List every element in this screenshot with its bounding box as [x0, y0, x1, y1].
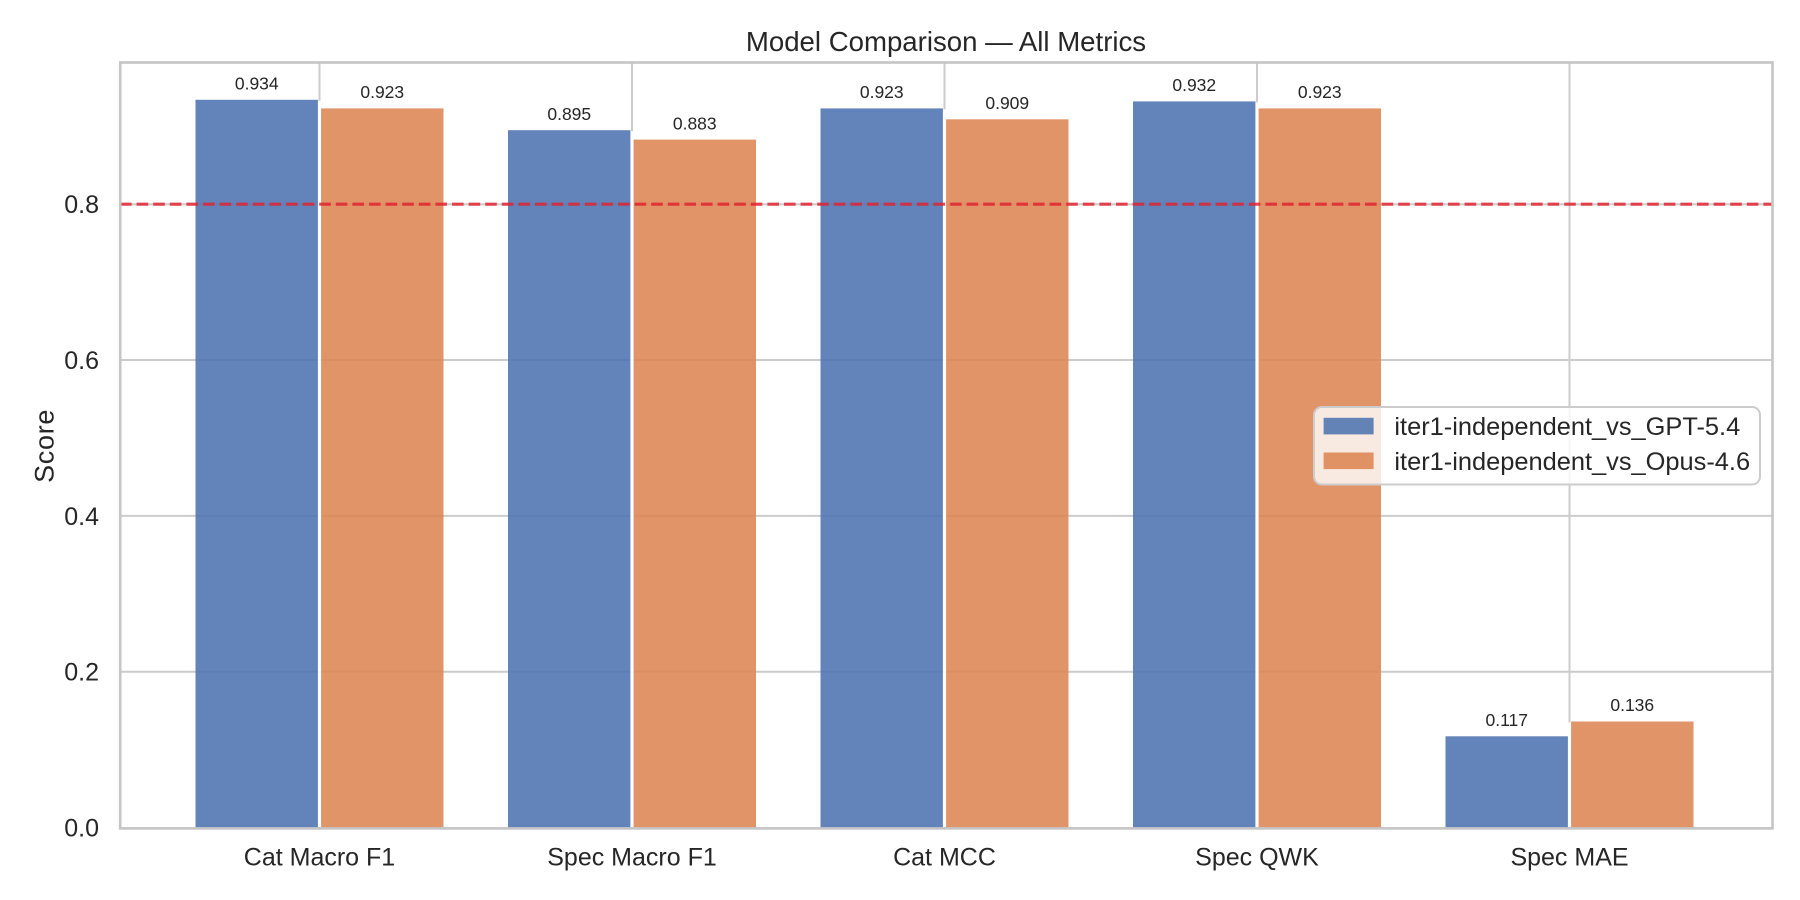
- svg-text:0.136: 0.136: [1610, 695, 1654, 715]
- svg-text:0.8: 0.8: [64, 191, 99, 219]
- svg-text:Spec MAE: Spec MAE: [1510, 844, 1628, 872]
- svg-text:iter1-independent_vs_GPT-5.4: iter1-independent_vs_GPT-5.4: [1394, 413, 1740, 441]
- svg-text:Cat MCC: Cat MCC: [893, 844, 996, 872]
- svg-text:Spec Macro F1: Spec Macro F1: [547, 844, 717, 872]
- svg-text:0.0: 0.0: [64, 815, 99, 843]
- svg-text:0.932: 0.932: [1172, 75, 1216, 95]
- svg-text:0.4: 0.4: [64, 503, 99, 531]
- svg-text:0.6: 0.6: [64, 347, 99, 375]
- svg-text:0.895: 0.895: [547, 104, 591, 124]
- svg-text:0.883: 0.883: [673, 113, 717, 133]
- svg-text:0.117: 0.117: [1486, 710, 1529, 730]
- svg-text:0.923: 0.923: [360, 82, 404, 102]
- svg-text:0.934: 0.934: [235, 74, 279, 94]
- svg-text:0.2: 0.2: [64, 659, 99, 687]
- svg-text:0.923: 0.923: [860, 82, 904, 102]
- svg-text:Model Comparison — All Metrics: Model Comparison — All Metrics: [746, 26, 1146, 57]
- svg-text:0.909: 0.909: [985, 93, 1029, 113]
- svg-text:iter1-independent_vs_Opus-4.6: iter1-independent_vs_Opus-4.6: [1394, 448, 1750, 476]
- svg-text:Spec QWK: Spec QWK: [1195, 844, 1319, 872]
- svg-text:0.923: 0.923: [1298, 82, 1342, 102]
- svg-text:Cat Macro F1: Cat Macro F1: [244, 844, 395, 872]
- svg-text:Score: Score: [30, 409, 60, 483]
